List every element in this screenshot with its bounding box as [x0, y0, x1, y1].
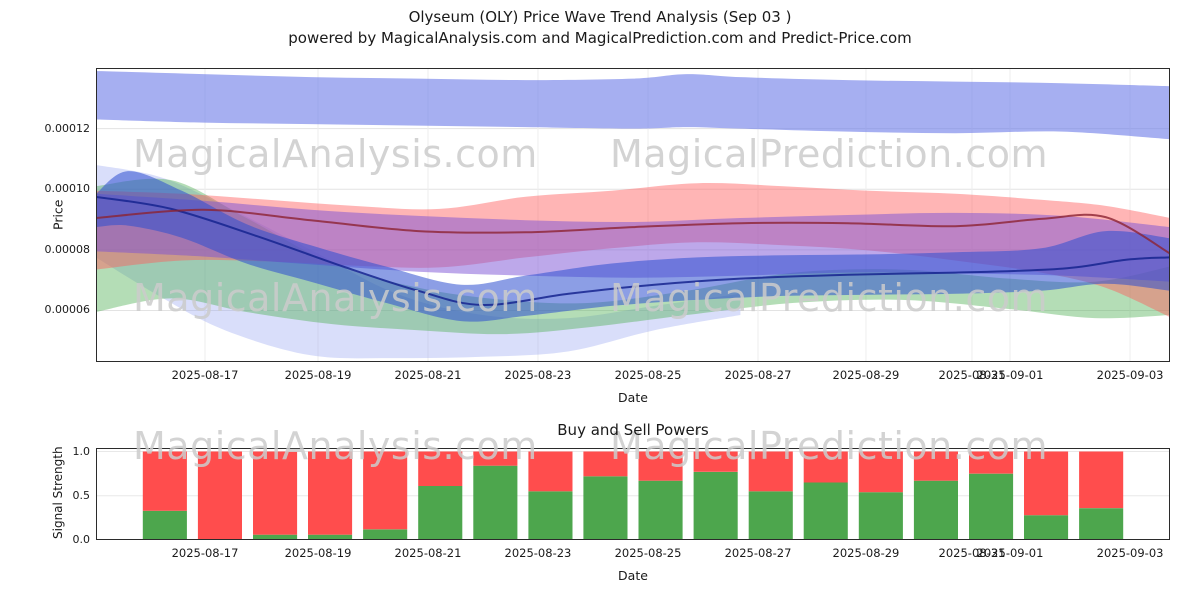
- light-blue-fan-band: [96, 165, 741, 359]
- price-xtick-label: 2025-08-31: [938, 368, 1006, 382]
- buy-power-bar: [473, 465, 518, 540]
- signal-xtick-label: 2025-09-01: [976, 546, 1044, 560]
- price-y-axis-label: Price: [50, 199, 66, 231]
- signal-xtick-label: 2025-08-25: [614, 546, 682, 560]
- price-xtick-label: 2025-08-29: [832, 368, 900, 382]
- buy-power-bar: [1079, 508, 1124, 540]
- sell-power-bar: [142, 451, 187, 511]
- sell-power-bar: [1024, 451, 1069, 516]
- figure-subtitle: powered by MagicalAnalysis.com and Magic…: [288, 29, 912, 47]
- signal-x-axis-label: Date: [618, 568, 648, 583]
- signal-ytick-label: 0.5: [72, 488, 91, 502]
- buy-power-bar: [969, 473, 1014, 540]
- sell-power-bar: [197, 451, 242, 540]
- sell-power-bar: [473, 451, 518, 466]
- buy-power-bar: [142, 510, 187, 540]
- price-ytick-label: 0.00012: [44, 121, 91, 135]
- buy-power-bar: [748, 491, 793, 540]
- signal-xtick-label: 2025-08-17: [171, 546, 239, 560]
- signal-strength-bar-chart: [96, 448, 1170, 540]
- sell-power-bar: [363, 451, 408, 530]
- upper-forecast-band: [96, 71, 1170, 140]
- buy-power-bar: [1024, 515, 1069, 540]
- signal-xtick-label: 2025-08-23: [504, 546, 572, 560]
- price-xtick-label: 2025-08-17: [171, 368, 239, 382]
- price-x-axis-label: Date: [618, 390, 648, 405]
- figure-title: Olyseum (OLY) Price Wave Trend Analysis …: [408, 8, 792, 26]
- signal-xtick-label: 2025-08-29: [832, 546, 900, 560]
- signal-xtick-label: 2025-08-19: [284, 546, 352, 560]
- buy-power-bar: [363, 529, 408, 540]
- buy-power-bar: [858, 492, 903, 540]
- price-wave-chart: [96, 68, 1170, 362]
- buy-power-bar: [308, 534, 353, 540]
- price-xtick-label: 2025-09-01: [976, 368, 1044, 382]
- maroon-trend-line: [96, 208, 1170, 255]
- signal-xtick-label: 2025-08-27: [724, 546, 792, 560]
- buy-power-bar: [583, 476, 628, 540]
- sell-power-bar: [913, 451, 958, 481]
- sell-power-bar: [969, 451, 1014, 474]
- signal-chart-title: Buy and Sell Powers: [557, 421, 709, 439]
- navy-trend-line: [96, 195, 1170, 307]
- price-xtick-label: 2025-08-23: [504, 368, 572, 382]
- price-xtick-label: 2025-08-19: [284, 368, 352, 382]
- price-ytick-label: 0.00006: [44, 303, 91, 317]
- price-xtick-label: 2025-08-21: [394, 368, 462, 382]
- signal-xtick-label: 2025-09-03: [1096, 546, 1164, 560]
- signal-xtick-label: 2025-08-31: [938, 546, 1006, 560]
- sell-power-bar: [638, 451, 683, 481]
- blue-wave-band: [96, 171, 1170, 322]
- price-ytick-label: 0.00010: [44, 182, 91, 196]
- sell-power-bar: [693, 451, 738, 472]
- buy-power-bar: [253, 534, 298, 540]
- price-xtick-label: 2025-09-03: [1096, 368, 1164, 382]
- price-ytick-label: 0.00008: [44, 242, 91, 256]
- sell-power-bar: [1079, 451, 1124, 509]
- sell-power-bar: [418, 451, 463, 486]
- sell-power-bar: [528, 451, 573, 492]
- sell-power-bar: [308, 451, 353, 535]
- price-xtick-label: 2025-08-25: [614, 368, 682, 382]
- sell-power-bar: [748, 451, 793, 492]
- signal-ytick-label: 0.0: [72, 533, 91, 546]
- sell-power-bar: [858, 451, 903, 493]
- sell-power-bar: [583, 451, 628, 477]
- sell-power-bar: [803, 451, 848, 483]
- buy-power-bar: [418, 486, 463, 540]
- price-xtick-label: 2025-08-27: [724, 368, 792, 382]
- sell-power-bar: [253, 451, 298, 535]
- signal-ytick-label: 1.0: [72, 444, 91, 458]
- buy-power-bar: [913, 480, 958, 540]
- buy-power-bar: [528, 491, 573, 540]
- buy-power-bar: [803, 482, 848, 540]
- buy-power-bar: [693, 471, 738, 540]
- buy-power-bar: [638, 480, 683, 540]
- signal-xtick-label: 2025-08-21: [394, 546, 462, 560]
